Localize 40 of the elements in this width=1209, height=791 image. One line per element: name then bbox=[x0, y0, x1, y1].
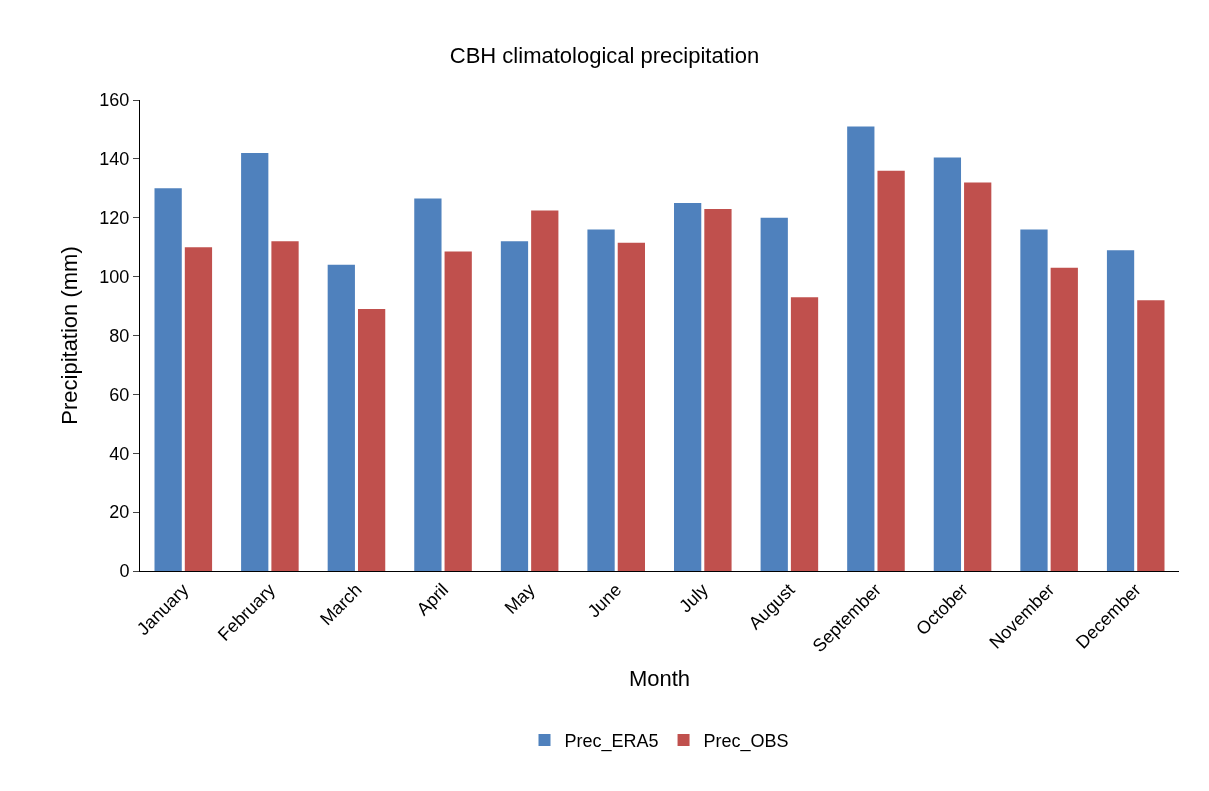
bar bbox=[271, 241, 299, 571]
y-tick-label: 120 bbox=[99, 208, 130, 229]
bar bbox=[877, 170, 905, 571]
legend-label: Prec_ERA5 bbox=[564, 730, 659, 752]
bar bbox=[184, 247, 213, 571]
x-tick-label: May bbox=[500, 579, 539, 618]
bar bbox=[1137, 300, 1165, 571]
bar bbox=[674, 203, 702, 571]
x-tick-label: July bbox=[675, 579, 712, 617]
y-tick-label: 0 bbox=[119, 561, 130, 582]
y-tick-label: 40 bbox=[109, 443, 130, 464]
y-tick-label: 100 bbox=[99, 266, 130, 287]
bar bbox=[847, 126, 875, 571]
y-tick-label: 140 bbox=[99, 149, 130, 170]
legend-label: Prec_OBS bbox=[703, 730, 789, 752]
bar bbox=[1050, 267, 1078, 571]
y-tick-label: 60 bbox=[109, 384, 130, 405]
bar bbox=[760, 217, 788, 571]
bar bbox=[790, 297, 819, 571]
bar bbox=[531, 210, 559, 571]
y-tick-label: 80 bbox=[109, 325, 130, 346]
chart-title: CBH climatological precipitation bbox=[449, 42, 760, 68]
bar bbox=[154, 188, 182, 571]
bar bbox=[704, 208, 732, 571]
bar bbox=[414, 198, 442, 571]
y-tick-label: 20 bbox=[109, 502, 130, 523]
bar bbox=[933, 157, 962, 571]
y-axis-title: Precipitation (mm) bbox=[57, 246, 83, 425]
bar bbox=[587, 229, 615, 571]
y-tick-label: 160 bbox=[99, 90, 130, 111]
bar bbox=[617, 242, 645, 571]
bar bbox=[241, 152, 269, 571]
bar bbox=[357, 309, 386, 571]
bar bbox=[327, 264, 355, 571]
bar bbox=[444, 251, 472, 571]
bar bbox=[1020, 229, 1048, 571]
bar bbox=[500, 241, 529, 571]
bar bbox=[964, 182, 992, 571]
x-axis-title: Month bbox=[628, 665, 691, 691]
bar bbox=[1106, 250, 1135, 571]
